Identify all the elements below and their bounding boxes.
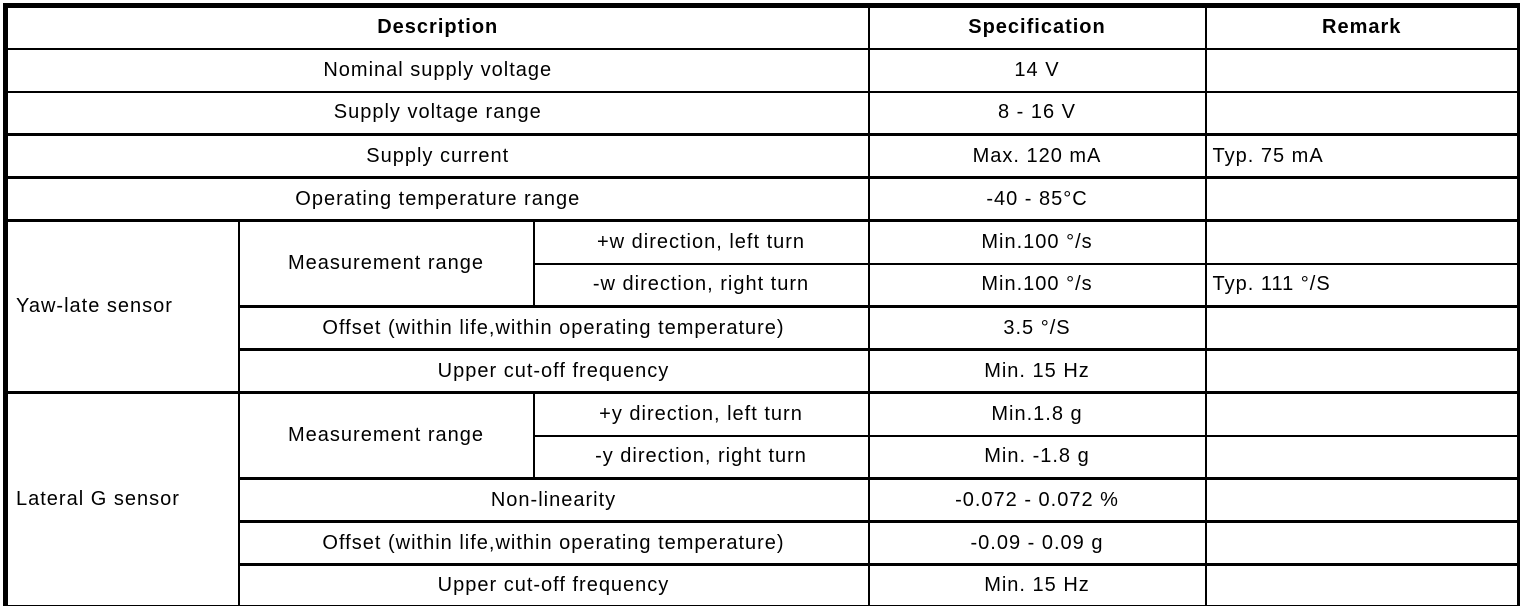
cell-remark	[1204, 434, 1520, 480]
cell-remark	[1204, 305, 1520, 351]
cell-remark: Typ. 75 mA	[1204, 133, 1520, 179]
cell-remark	[1204, 477, 1520, 523]
cell-specification: -40 - 85°C	[867, 176, 1207, 222]
cell-sub-description: Upper cut-off frequency	[237, 348, 870, 394]
cell-specification: Min. 15 Hz	[867, 348, 1207, 394]
cell-specification: Min. -1.8 g	[867, 434, 1207, 480]
table-row-lateral-minus-y: -y direction, right turn Min. -1.8 g	[6, 434, 1520, 480]
cell-sub-description: Offset (within life,within operating tem…	[237, 305, 870, 351]
header-description: Description	[4, 4, 870, 50]
table-row-lateral-non-linearity: Non-linearity -0.072 - 0.072 %	[6, 477, 1520, 523]
cell-sensor-name: Yaw-late sensor	[4, 219, 240, 394]
cell-direction: +w direction, left turn	[532, 219, 870, 265]
cell-remark	[1204, 563, 1520, 606]
cell-description: Nominal supply voltage	[4, 47, 870, 93]
cell-specification: Max. 120 mA	[867, 133, 1207, 179]
table-row-nominal-supply-voltage: Nominal supply voltage 14 V	[4, 47, 1520, 93]
cell-specification: Min.100 °/s	[867, 219, 1207, 265]
cell-specification: Min. 15 Hz	[867, 563, 1207, 606]
cell-description: Supply current	[4, 133, 870, 179]
cell-measurement-range: Measurement range	[237, 391, 535, 480]
cell-remark	[1204, 219, 1520, 265]
header-remark: Remark	[1204, 4, 1520, 50]
header-specification: Specification	[867, 4, 1207, 50]
table-row-supply-voltage-range: Supply voltage range 8 - 16 V	[4, 90, 1520, 136]
table-header-row: Description Specification Remark	[4, 4, 1520, 50]
table-row-yaw-plus-w: Yaw-late sensor Measurement range +w dir…	[4, 219, 1520, 394]
table-row-lateral-cutoff-frequency: Upper cut-off frequency Min. 15 Hz	[6, 563, 1520, 606]
cell-specification: Min.100 °/s	[867, 262, 1207, 308]
cell-sub-description: Upper cut-off frequency	[237, 563, 870, 606]
cell-description: Operating temperature range	[4, 176, 870, 222]
cell-sensor-name: Lateral G sensor	[4, 391, 240, 606]
cell-sub-description: Non-linearity	[237, 477, 870, 523]
cell-specification: 14 V	[867, 47, 1207, 93]
cell-specification: -0.072 - 0.072 %	[867, 477, 1207, 523]
cell-sub-description: Offset (within life,within operating tem…	[237, 520, 870, 566]
sensor-spec-table: Description Specification Remark Nominal…	[3, 3, 1520, 606]
table-row-supply-current: Supply current Max. 120 mA Typ. 75 mA	[4, 133, 1520, 179]
cell-remark	[1204, 47, 1520, 93]
table-row-lateral-plus-y: Lateral G sensor Measurement range +y di…	[4, 391, 1520, 606]
cell-remark	[1204, 348, 1520, 394]
table-row-yaw-minus-w: -w direction, right turn Min.100 °/s Typ…	[6, 262, 1520, 308]
cell-direction: +y direction, left turn	[532, 391, 870, 437]
cell-direction: -w direction, right turn	[532, 262, 870, 308]
table-row-yaw-cutoff-frequency: Upper cut-off frequency Min. 15 Hz	[6, 348, 1520, 394]
cell-description: Supply voltage range	[4, 90, 870, 136]
cell-remark	[1204, 520, 1520, 566]
cell-remark	[1204, 90, 1520, 136]
table-row-operating-temperature-range: Operating temperature range -40 - 85°C	[4, 176, 1520, 222]
cell-remark: Typ. 111 °/S	[1204, 262, 1520, 308]
cell-remark	[1204, 176, 1520, 222]
cell-specification: -0.09 - 0.09 g	[867, 520, 1207, 566]
cell-measurement-range: Measurement range	[237, 219, 535, 308]
cell-direction: -y direction, right turn	[532, 434, 870, 480]
cell-remark	[1204, 391, 1520, 437]
table-row-yaw-offset: Offset (within life,within operating tem…	[6, 305, 1520, 351]
cell-specification: 8 - 16 V	[867, 90, 1207, 136]
cell-specification: 3.5 °/S	[867, 305, 1207, 351]
table-row-lateral-offset: Offset (within life,within operating tem…	[6, 520, 1520, 566]
cell-specification: Min.1.8 g	[867, 391, 1207, 437]
